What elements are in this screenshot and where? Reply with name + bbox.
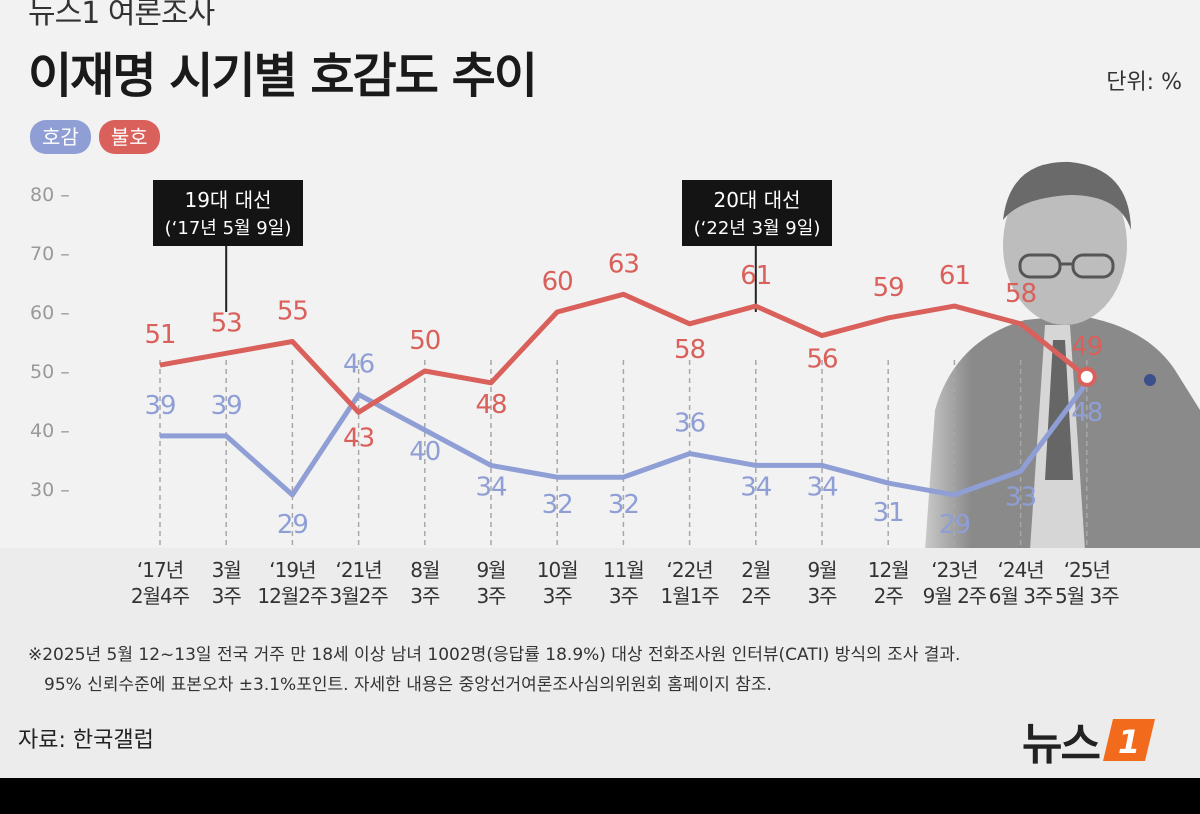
trend-chart: 30 – 40 – 50 – 60 – 70 – 80 – 19대 대선 (‘17년 5월 9… (30, 180, 1120, 608)
x-tick-label: 11월 (603, 558, 644, 582)
x-tick-label: 8월 (410, 558, 439, 582)
footnote: ※2025년 5월 12~13일 전국 거주 만 18세 이상 남녀 1002명… (28, 640, 960, 700)
x-tick-label: 3주 (410, 584, 440, 608)
data-label: 59 (873, 273, 904, 303)
data-label: 29 (277, 510, 308, 540)
y-tick-label: 30 – (30, 479, 70, 501)
x-tick-label: 9월 (476, 558, 505, 582)
legend: 호감 불호 (30, 120, 160, 154)
event-box (153, 180, 303, 246)
x-tick-label: 2주 (741, 584, 771, 608)
svg-text:1: 1 (1118, 723, 1140, 761)
data-label: 61 (939, 261, 970, 291)
x-tick-label: ‘19년 (269, 558, 315, 582)
logo-text: 뉴스 (1022, 719, 1101, 770)
logo-mark-icon: 1 (1102, 719, 1155, 761)
x-tick-label: ‘17년 (137, 558, 183, 582)
y-tick-label: 50 – (30, 361, 70, 383)
x-tick-label: ‘23년 (931, 558, 977, 582)
data-label: 58 (1005, 279, 1036, 309)
series-line-unfavorable (159, 291, 1089, 415)
x-tick-label: 5월 3주 (1055, 584, 1119, 608)
x-tick-label: ‘22년 (666, 558, 712, 582)
x-tick-label: ‘25년 (1064, 558, 1110, 582)
data-label: 48 (475, 390, 506, 420)
endpoint-marker (1076, 366, 1097, 387)
data-label: 34 (740, 472, 772, 502)
portrait-photo (895, 150, 1200, 550)
x-tick-label: 12월 (868, 558, 909, 582)
data-label: 34 (475, 472, 507, 502)
legend-unfavorable: 불호 (98, 120, 160, 154)
data-label: 55 (277, 297, 308, 327)
data-label: 51 (144, 320, 175, 350)
data-label: 39 (211, 391, 242, 421)
series-line-favorable (160, 381, 1089, 498)
y-tick-label: 80 – (30, 184, 70, 206)
event-title: 20대 대선 (713, 188, 800, 212)
x-tick-label: ‘24년 (997, 558, 1043, 582)
x-tick-label: ‘21년 (335, 558, 381, 582)
event-title: 19대 대선 (184, 188, 271, 212)
x-tick-label: 6월 3주 (989, 584, 1053, 608)
data-label: 61 (740, 261, 771, 291)
infographic-frame: 뉴스1 여론조사 이재명 시기별 호감도 추이 단위: % 호감 불호 30 –… (0, 0, 1200, 778)
x-tick-label: 2월4주 (131, 584, 190, 608)
data-label: 39 (144, 391, 175, 421)
data-label: 50 (409, 326, 440, 356)
data-label: 34 (806, 472, 838, 502)
event-date: (‘22년 3월 9일) (694, 218, 821, 239)
data-label: 32 (608, 490, 639, 520)
source-label: 자료: 한국갤럽 (18, 728, 154, 753)
x-tick-label: 3주 (476, 584, 506, 608)
data-label: 46 (343, 350, 374, 380)
x-tick-label: 3주 (212, 584, 242, 608)
x-tick-label: 2월 (741, 558, 770, 582)
x-tick-label: 9월 (807, 558, 836, 582)
data-label: 40 (409, 437, 440, 467)
data-label: 56 (806, 345, 837, 375)
x-axis-band (0, 548, 1200, 778)
data-label: 48 (1071, 398, 1102, 428)
y-tick-label: 60 – (30, 302, 70, 324)
x-tick-label: 3주 (807, 584, 837, 608)
x-tick-label: 12월2주 (257, 584, 328, 608)
x-tick-label: 3월2주 (329, 584, 388, 608)
data-label: 43 (343, 423, 374, 453)
news1-logo: 뉴스 1 (1022, 708, 1159, 772)
legend-favorable: 호감 (30, 120, 91, 154)
data-label: 31 (873, 498, 904, 528)
page-title: 이재명 시기별 호감도 추이 (28, 48, 538, 104)
data-label: 36 (674, 409, 705, 439)
unit-label: 단위: % (1106, 70, 1182, 95)
x-tick-label: 3월 (212, 558, 241, 582)
data-label: 32 (542, 490, 573, 520)
x-tick-label: 1월1주 (660, 584, 719, 608)
data-label: 58 (674, 335, 705, 365)
footnote-line-2: 95% 신뢰수준에 표본오차 ±3.1%포인트. 자세한 내용은 중앙선거여론조… (44, 675, 772, 695)
x-tick-label: 10월 (537, 558, 578, 582)
footnote-line-1: ※2025년 5월 12~13일 전국 거주 만 18세 이상 남녀 1002명… (28, 645, 961, 665)
data-label: 63 (608, 249, 639, 279)
y-tick-label: 40 – (30, 420, 70, 442)
data-label: 53 (211, 308, 242, 338)
x-tick-label: 2주 (874, 584, 904, 608)
x-tick-label: 9월 2주 (923, 584, 987, 608)
event-date: (‘17년 5월 9일) (165, 218, 292, 239)
y-tick-label: 70 – (30, 243, 70, 265)
data-label: 60 (542, 267, 573, 297)
data-label: 49 (1071, 332, 1102, 362)
data-label: 33 (1005, 482, 1036, 512)
x-tick-label: 3주 (543, 584, 573, 608)
event-box (682, 180, 832, 246)
x-tick-label: 3주 (609, 584, 639, 608)
data-label: 29 (939, 510, 970, 540)
top-label: 뉴스1 여론조사 (28, 0, 215, 31)
